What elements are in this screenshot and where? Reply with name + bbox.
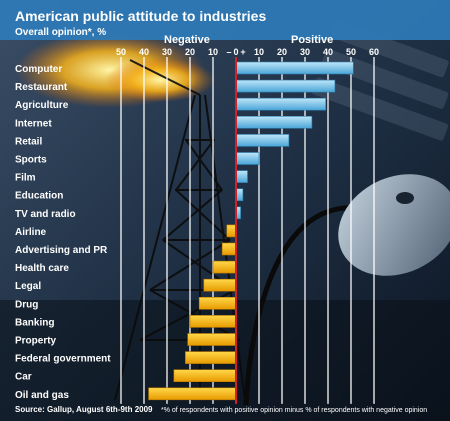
bar-sports: [235, 152, 260, 165]
tick-label: 10: [254, 47, 264, 57]
tick-label: 50: [116, 47, 126, 57]
category-label: Federal government: [15, 354, 111, 365]
category-label: Computer: [15, 64, 62, 75]
category-label: Sports: [15, 155, 47, 166]
source-note: Source: Gallup, August 6th-9th 2009: [15, 405, 153, 414]
category-label: Agriculture: [15, 100, 69, 111]
bar-federal-government: [185, 351, 237, 364]
tick-label: 20: [277, 47, 287, 57]
category-label: Health care: [15, 263, 69, 274]
bar-restaurant: [235, 79, 336, 93]
bar-agriculture: [235, 97, 326, 111]
tick-label: 0: [233, 47, 238, 57]
category-label: Oil and gas: [15, 390, 69, 401]
bar-banking: [189, 315, 237, 328]
tick-label: 30: [162, 47, 172, 57]
category-label: Film: [15, 173, 36, 184]
title-bar: [0, 0, 450, 40]
bar-car: [173, 369, 237, 383]
category-label: Education: [15, 191, 63, 202]
category-labels: Computer Restaurant Agriculture Internet Ret…: [15, 64, 111, 401]
tick-labels: 50 40 30 20 10–0 +10 20 30 40 50 60: [116, 47, 379, 57]
tick-label: 30: [300, 47, 310, 57]
category-label: Retail: [15, 136, 42, 147]
category-label: Property: [15, 336, 57, 347]
chart-title: American public attitude to industries: [15, 8, 266, 24]
tick-label: 10: [208, 47, 218, 57]
category-label: Internet: [15, 118, 52, 129]
tick-label: +: [240, 47, 245, 57]
bar-education: [235, 188, 244, 201]
tick-label: –: [226, 47, 231, 57]
tick-label: 40: [323, 47, 333, 57]
bar-legal: [203, 278, 237, 292]
category-label: Banking: [15, 317, 54, 328]
category-label: Car: [15, 372, 32, 383]
bar-drug: [198, 296, 237, 310]
bar-property: [187, 333, 237, 346]
footnote: *% of respondents with positive opinion …: [161, 407, 427, 414]
bar-oil-and-gas: [148, 387, 237, 401]
bar-internet: [235, 116, 313, 129]
bar-health-care: [212, 260, 237, 274]
bar-computer: [235, 61, 354, 75]
negative-heading: Negative: [164, 34, 210, 46]
bar-airline: [226, 224, 237, 238]
chart-subtitle: Overall opinion*, %: [15, 27, 106, 38]
bar-film: [235, 170, 248, 183]
category-label: Restaurant: [15, 82, 68, 93]
tick-label: 40: [139, 47, 149, 57]
tick-label: 50: [346, 47, 356, 57]
category-label: Drug: [15, 299, 38, 310]
category-label: Airline: [15, 227, 47, 238]
bar-retail: [235, 134, 290, 147]
tick-label: 20: [185, 47, 195, 57]
category-label: Legal: [15, 281, 41, 292]
positive-heading: Positive: [291, 34, 333, 46]
gridlines: [120, 57, 375, 404]
tick-label: 60: [369, 47, 379, 57]
category-label: Advertising and PR: [15, 245, 108, 256]
bar-advertising-and-pr: [221, 242, 237, 256]
category-label: TV and radio: [15, 209, 76, 220]
